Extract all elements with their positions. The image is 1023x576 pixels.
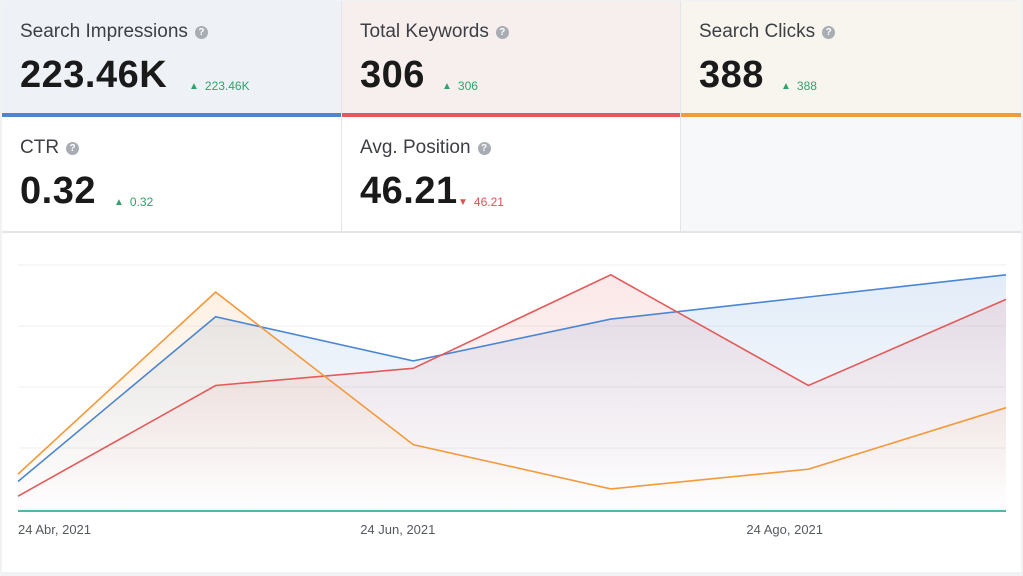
metric-label: Total Keywords? [360,21,509,43]
metric-delta: ▲ 223.46K [189,79,250,93]
metric-value: 0.32 [20,170,96,212]
metric-delta-text: 306 [457,79,478,93]
metric-card-search-clicks[interactable]: Search Clicks? 388 ▲ 388 [681,1,1021,117]
accent-bar [2,113,341,117]
series-line[interactable] [17,273,1007,497]
help-icon[interactable]: ? [495,25,509,39]
metric-label-text: Total Keywords [360,21,489,42]
metric-value: 306 [360,54,425,96]
trend-up-icon: ▲ [114,196,124,208]
trend-up-icon: ▲ [189,80,199,92]
metric-card-total-keywords[interactable]: Total Keywords? 306 ▲ 306 [342,1,681,117]
metric-label: Search Impressions? [20,21,208,43]
series-areas [18,274,1006,511]
metric-card-avg-position[interactable]: Avg. Position? 46.21 ▼ 46.21 [342,117,681,232]
metric-label-text: Search Impressions [20,21,188,42]
x-tick-label: 24 Jun, 2021 [360,522,435,537]
metric-delta-text: 0.32 [129,195,154,209]
metric-label-text: Avg. Position [360,137,471,158]
series-line[interactable] [17,274,1007,483]
metric-card-search-impressions[interactable]: Search Impressions? 223.46K ▲ 223.46K [2,1,342,117]
metric-value: 223.46K [20,54,168,96]
metric-delta-text: 46.21 [473,195,504,209]
metric-label-text: CTR [20,137,60,158]
help-icon[interactable]: ? [66,141,80,155]
metric-value: 388 [699,54,764,96]
metric-label: CTR? [20,137,80,159]
series-area [18,292,1006,511]
metric-label: Avg. Position? [360,137,491,159]
trend-up-icon: ▲ [442,80,452,92]
metric-delta: ▲ 388 [781,79,817,93]
x-tick-label: 24 Ago, 2021 [746,522,823,537]
line-chart: 24 Abr, 2021 24 Jun, 2021 24 Ago, 2021 [2,232,1021,572]
metric-delta: ▲ 0.32 [114,195,153,209]
metric-delta: ▼ 46.21 [458,195,504,209]
metric-value: 46.21 [360,170,458,212]
metric-card-ctr[interactable]: CTR? 0.32 ▲ 0.32 [2,117,342,232]
trend-down-icon: ▼ [458,196,468,208]
accent-bar [342,113,680,117]
metric-delta-text: 223.46K [204,79,250,93]
help-icon[interactable]: ? [194,25,208,39]
metric-card-empty [681,117,1021,232]
series-line[interactable] [17,291,1007,490]
line-chart-svg: 24 Abr, 2021 24 Jun, 2021 24 Ago, 2021 [17,264,1007,537]
trend-up-icon: ▲ [781,80,791,92]
metrics-grid: Search Impressions? 223.46K ▲ 223.46K Tot… [2,1,1021,232]
series-lines [17,273,1007,497]
x-tick-label: 24 Abr, 2021 [18,522,91,537]
help-icon[interactable]: ? [477,141,491,155]
metric-delta: ▲ 306 [442,79,478,93]
help-icon[interactable]: ? [822,25,836,39]
metric-label: Search Clicks? [699,21,836,43]
accent-bar [681,113,1021,117]
x-tick-labels: 24 Abr, 2021 24 Jun, 2021 24 Ago, 2021 [18,522,823,537]
metric-delta-text: 388 [796,79,817,93]
metric-label-text: Search Clicks [699,21,816,42]
